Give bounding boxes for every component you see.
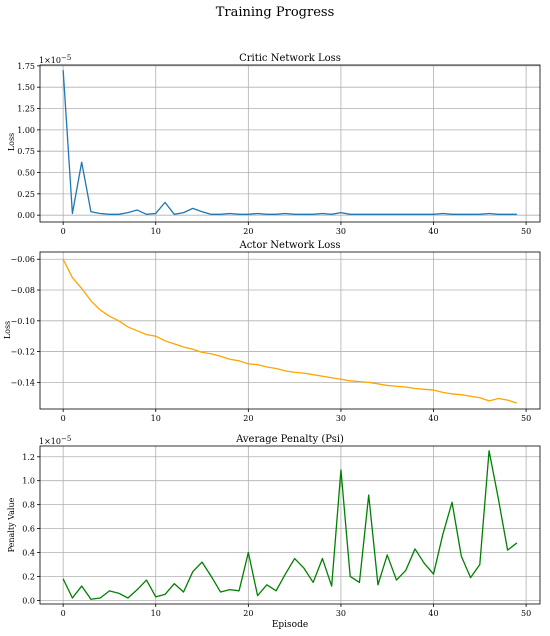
penalty-scale-label: 1×10−5	[39, 435, 71, 446]
actor-loss-series-line	[62, 258, 518, 404]
penalty-xlabel: Episode	[272, 620, 308, 630]
critic-loss-panel: Critic Network Loss Loss 1×10−5 0 10 20 30 4…	[7, 53, 541, 236]
actor-loss-xtick-label-2: 20	[243, 414, 253, 423]
penalty-xtick-label-5: 50	[521, 609, 531, 618]
penalty-ytick-label-2: 0.4	[22, 549, 35, 558]
critic-loss-xtick-label-2: 20	[243, 227, 253, 236]
critic-loss-plot-area	[39, 64, 541, 223]
critic-loss-ytick-label-5: 1.25	[17, 105, 35, 114]
critic-loss-title: Critic Network Loss	[239, 53, 341, 64]
penalty-xtick-label-1: 10	[151, 609, 161, 618]
actor-loss-ytick-label-1: −0.08	[10, 286, 35, 295]
penalty-xtick-label-0: 0	[61, 609, 66, 618]
critic-loss-ytick-label-3: 0.75	[17, 147, 35, 156]
penalty-ytick-label-6: 1.2	[22, 453, 35, 462]
actor-loss-xtick-label-0: 0	[61, 414, 66, 423]
penalty-title: Average Penalty (Psi)	[235, 434, 344, 445]
actor-loss-ytick-label-0: −0.06	[10, 255, 35, 264]
penalty-panel: Average Penalty (Psi) Penalty Value 1×10…	[7, 434, 541, 630]
penalty-ytick-label-5: 1.0	[22, 477, 35, 486]
critic-loss-xtick-label-1: 10	[151, 227, 161, 236]
actor-loss-ylabel: Loss	[3, 321, 12, 339]
penalty-plot-area	[39, 445, 541, 605]
penalty-ytick-label-0: 0.0	[22, 596, 35, 605]
actor-loss-xtick-label-4: 40	[428, 414, 438, 423]
actor-loss-ytick-label-4: −0.14	[10, 378, 35, 387]
actor-loss-plot-area	[39, 251, 541, 410]
critic-loss-ytick-label-4: 1.00	[17, 126, 35, 135]
penalty-ytick-label-4: 0.8	[22, 501, 35, 510]
critic-loss-xtick-label-0: 0	[61, 227, 66, 236]
penalty-xtick-label-2: 20	[243, 609, 253, 618]
critic-loss-xtick-label-5: 50	[521, 227, 531, 236]
penalty-xtick-label-4: 40	[428, 609, 438, 618]
actor-loss-ytick-label-2: −0.10	[10, 317, 35, 326]
critic-loss-xtick-label-4: 40	[428, 227, 438, 236]
critic-loss-ytick-label-7: 1.75	[17, 62, 35, 71]
actor-loss-xtick-label-1: 10	[151, 414, 161, 423]
penalty-xtick-label-3: 30	[336, 609, 346, 618]
critic-loss-series-line	[62, 70, 517, 215]
figure-title: Training Progress	[216, 5, 335, 20]
critic-loss-ytick-label-2: 0.50	[17, 169, 35, 178]
penalty-ytick-label-1: 0.2	[22, 572, 35, 581]
critic-loss-ytick-label-1: 0.25	[17, 190, 35, 199]
critic-loss-ytick-label-0: 0.00	[17, 211, 35, 220]
critic-loss-scale-label: 1×10−5	[39, 54, 71, 65]
actor-loss-panel: Actor Network Loss Loss 0 10 20 30 40 50 −0.06…	[3, 240, 541, 423]
penalty-ylabel: Penalty Value	[7, 497, 16, 552]
penalty-series-line	[62, 450, 518, 600]
critic-loss-ylabel: Loss	[7, 133, 16, 151]
actor-loss-xtick-label-5: 50	[521, 414, 531, 423]
penalty-ytick-label-3: 0.6	[22, 525, 35, 534]
actor-loss-ytick-label-3: −0.12	[10, 348, 35, 357]
critic-loss-ytick-label-6: 1.50	[17, 83, 35, 92]
actor-loss-title: Actor Network Loss	[238, 240, 340, 251]
actor-loss-xtick-label-3: 30	[336, 414, 346, 423]
critic-loss-xtick-label-3: 30	[336, 227, 346, 236]
